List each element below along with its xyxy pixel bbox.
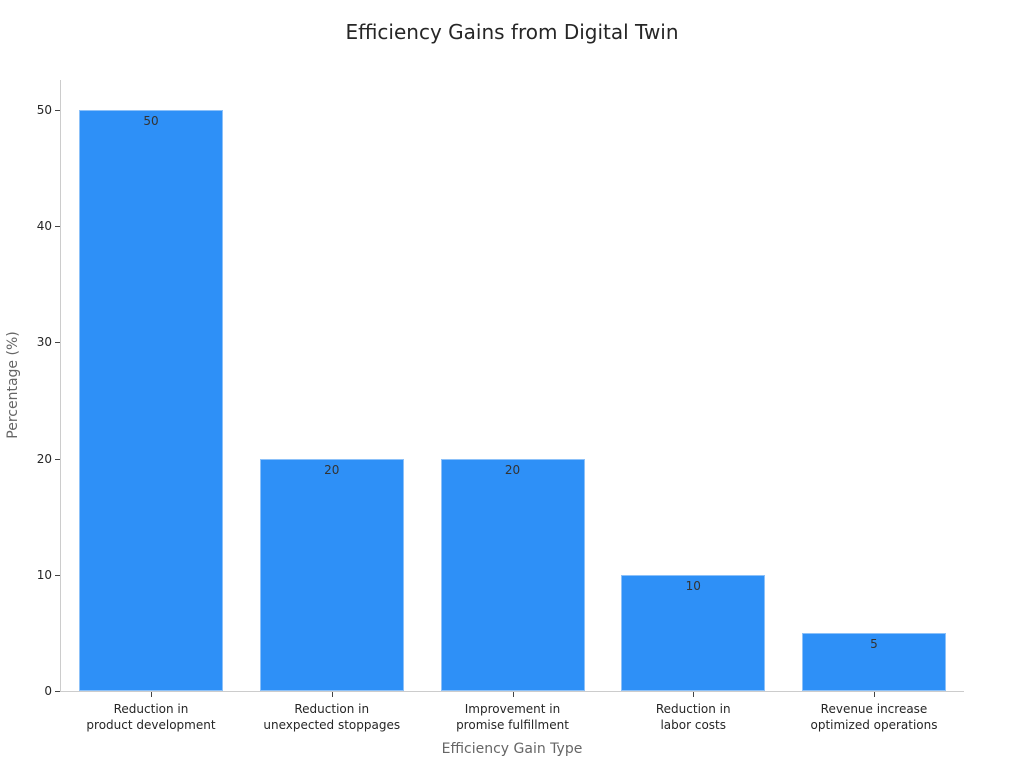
x-tick-label: Reduction in product development [86, 702, 216, 732]
x-tick-label: Improvement in promise fulfillment [456, 702, 569, 732]
x-tick-mark [693, 692, 695, 697]
bar-value-label: 50 [143, 114, 159, 128]
x-tick-label: Reduction in labor costs [655, 702, 731, 732]
y-tick-label: 10 [36, 567, 52, 582]
y-tick-mark [55, 342, 60, 344]
chart-title: Efficiency Gains from Digital Twin [345, 20, 679, 44]
x-tick-mark [874, 692, 875, 697]
bar-value-label: 5 [870, 636, 878, 651]
x-tick-mark [512, 692, 514, 697]
bar [621, 574, 766, 691]
bar [802, 632, 946, 691]
x-tick-label: Revenue increase optimized operations [810, 702, 938, 732]
bar [79, 110, 223, 691]
bar-value-label: 20 [504, 462, 521, 477]
y-tick-mark [55, 458, 60, 460]
x-tick-mark [331, 692, 333, 697]
y-tick-mark [55, 691, 60, 692]
y-tick-label: 0 [44, 684, 52, 698]
bar [440, 458, 585, 691]
y-tick-label: 40 [36, 219, 52, 234]
bar [259, 458, 404, 691]
x-tick-mark [151, 692, 152, 697]
y-tick-mark [55, 110, 60, 111]
y-tick-label: 50 [36, 103, 52, 117]
y-axis-label: Percentage (%) [5, 331, 21, 439]
x-tick-label: Reduction in unexpected stoppages [263, 702, 401, 732]
y-tick-mark [55, 226, 60, 228]
bar-value-label: 10 [685, 578, 701, 593]
y-axis-line [60, 80, 61, 692]
x-axis-label: Efficiency Gain Type [441, 741, 583, 757]
y-tick-mark [55, 574, 60, 576]
y-tick-label: 30 [36, 335, 52, 350]
y-tick-label: 20 [36, 451, 52, 466]
x-axis-line [60, 691, 964, 692]
bar-value-label: 20 [324, 462, 340, 477]
